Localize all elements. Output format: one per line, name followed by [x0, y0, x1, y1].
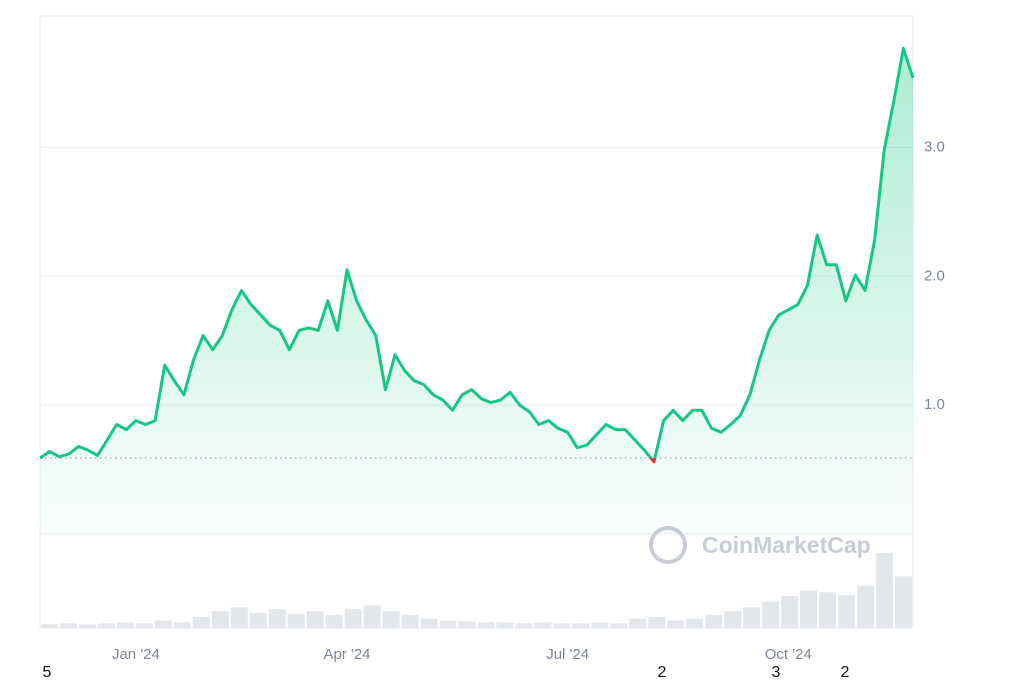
volume-bar [629, 618, 647, 628]
volume-bar [306, 611, 324, 628]
volume-bar [876, 552, 894, 628]
volume-bar [591, 622, 609, 628]
y-tick-label: 2.0 [924, 267, 945, 284]
volume-bar [420, 618, 438, 628]
x-tick-label: Apr '24 [323, 646, 370, 663]
price-line [39, 46, 915, 464]
volume-bar [838, 595, 856, 628]
volume-bar [648, 616, 666, 628]
volume-bar [401, 614, 419, 628]
area [40, 48, 913, 534]
volume-bar [173, 622, 191, 628]
volume-bar [553, 623, 571, 628]
volume-bar [230, 607, 248, 628]
footer-label: 2 [841, 664, 850, 681]
volume-bar [572, 623, 590, 628]
volume-bar [382, 611, 400, 628]
watermark-text: CoinMarketCap [702, 532, 871, 558]
footer-label: 3 [772, 664, 781, 681]
volume-bar [97, 623, 115, 628]
footer-label: 2 [658, 664, 667, 681]
volume-bar [249, 612, 267, 628]
volume-panel [41, 552, 912, 628]
volume-bar [154, 620, 172, 628]
volume-bar [515, 623, 533, 628]
volume-bar [116, 622, 134, 628]
volume-bar [610, 623, 628, 628]
volume-bar [325, 614, 343, 628]
volume-bar [344, 609, 362, 628]
volume-bar [762, 601, 780, 628]
volume-bar [287, 613, 305, 628]
volume-bar [800, 590, 818, 628]
watermark: CoinMarketCap [649, 526, 871, 564]
x-tick-label: Jan '24 [112, 646, 160, 663]
volume-bar [686, 618, 704, 628]
volume-bar [667, 620, 685, 628]
volume-bar [819, 592, 837, 628]
volume-bar [705, 614, 723, 628]
volume-bar [895, 576, 912, 628]
volume-bar [59, 623, 77, 628]
footer-label: 5 [43, 664, 52, 681]
volume-bar [781, 596, 799, 628]
volume-bar [268, 609, 286, 628]
y-tick-label: 3.0 [924, 138, 945, 155]
volume-bar [477, 622, 495, 628]
volume-bar [439, 620, 457, 628]
volume-bar [724, 611, 742, 628]
volume-bar [743, 607, 761, 628]
volume-bar [857, 585, 875, 628]
volume-bar [135, 623, 153, 628]
x-tick-label: Oct '24 [765, 646, 812, 663]
volume-bar [78, 624, 96, 628]
volume-bar [496, 622, 514, 628]
volume-bar [192, 616, 210, 628]
volume-bar [363, 605, 381, 628]
volume-bar [211, 611, 229, 628]
volume-bar [534, 622, 552, 628]
x-tick-label: Jul '24 [546, 646, 589, 663]
y-tick-label: 1.0 [924, 396, 945, 413]
volume-bar [458, 621, 476, 628]
volume-bar [41, 624, 58, 628]
